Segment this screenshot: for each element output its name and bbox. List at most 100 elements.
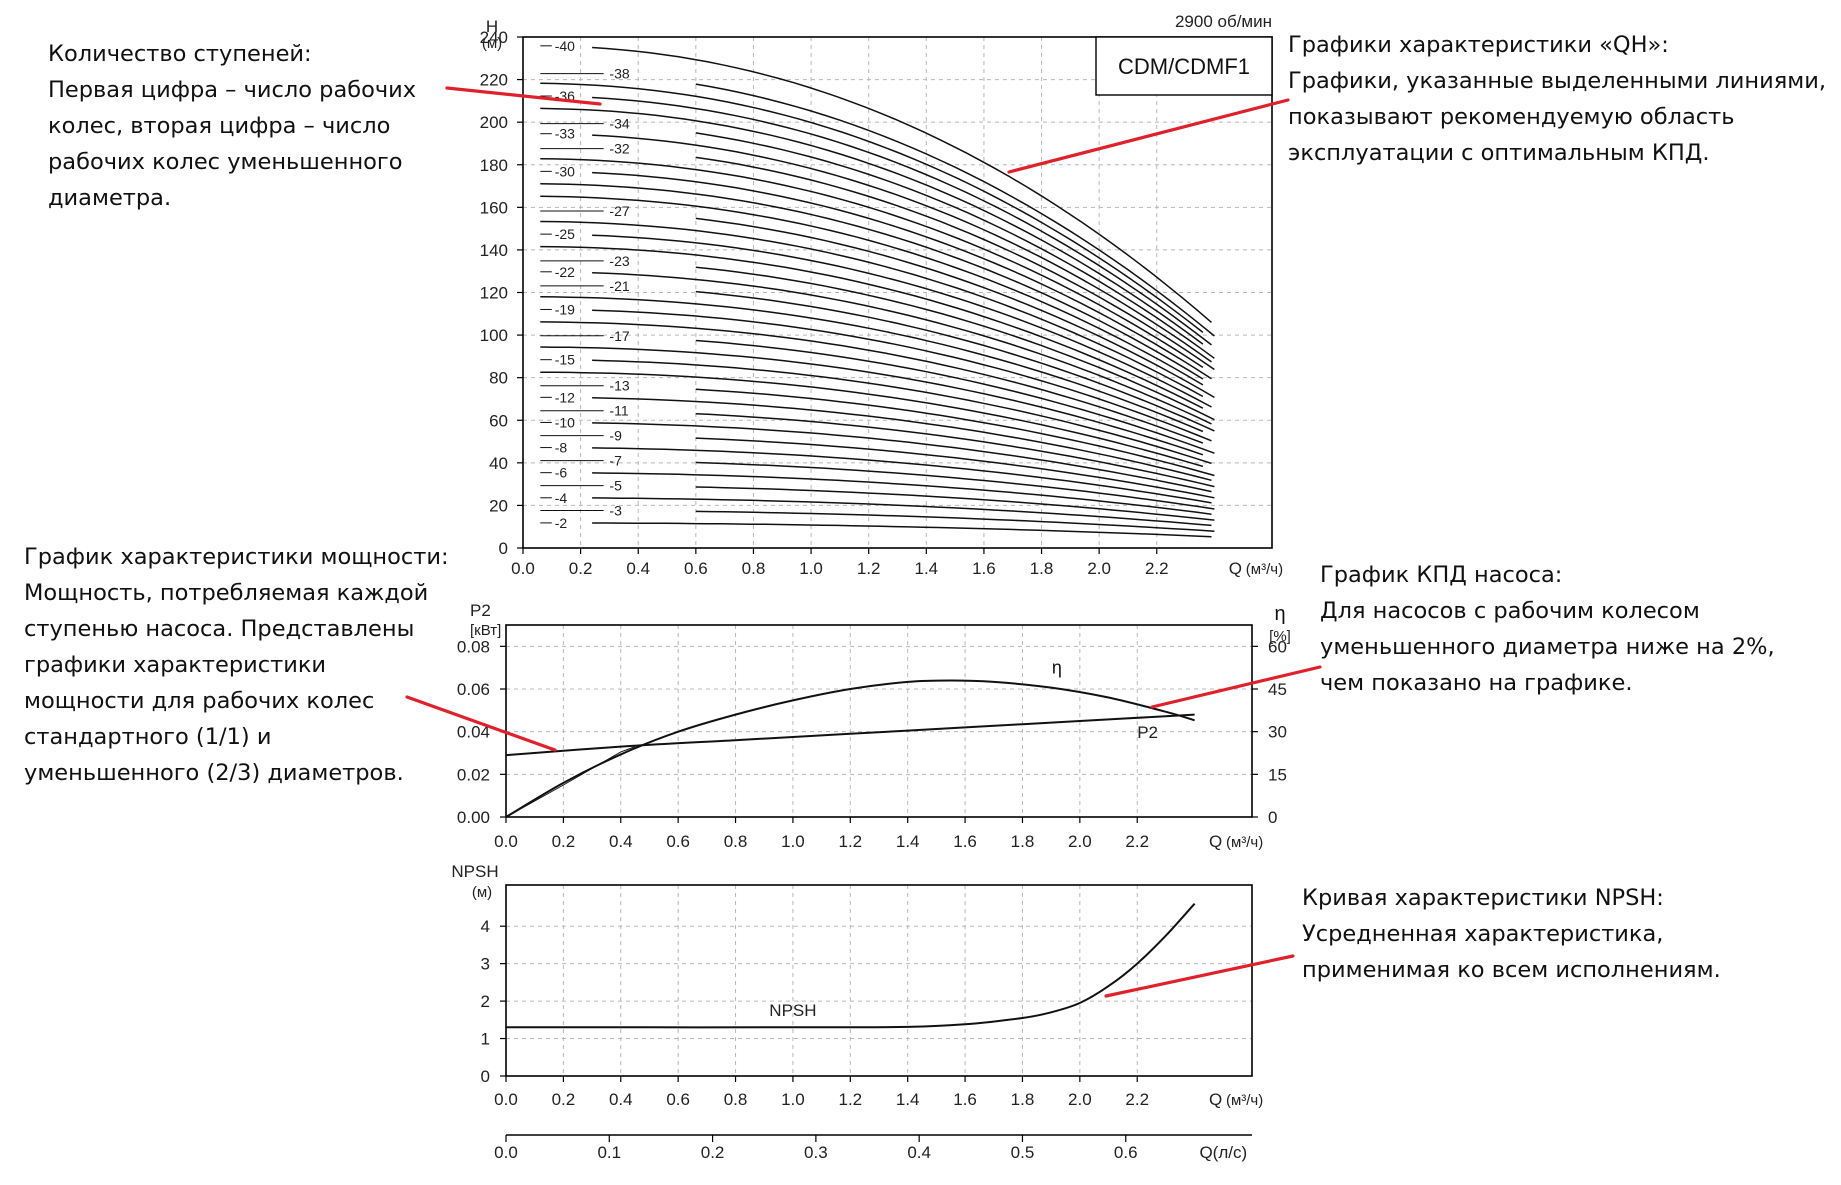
power-efficiency-chart: 0.0 0.2 0.4 0.6 0.8 1.0 1.2 1.4 1.6 1.8 2.0 2.2 0.00… [457,601,1291,851]
power-annotation-title: График характеристики мощности: [24,544,449,570]
qh-curve-23 [695,266,1215,421]
qh-title: CDM/CDMF1 [1118,54,1250,79]
power-y-tick-label: 0.02 [457,765,490,784]
qh-x-tick-label: 1.0 [799,559,823,578]
qh-y-tick-label: 240 [480,28,508,47]
npsh-ls-tick-label: 0.5 [1011,1143,1035,1162]
qh-curve-21 [695,290,1215,432]
qh-y-tick-label: 20 [489,496,508,515]
stages-annotation-line: диаметра. [48,185,172,211]
qh-annotation-line: показывают рекомендуемую область [1288,104,1735,130]
power-eta-y-tick-label: 0 [1268,808,1277,827]
qh-stage-label: -4 [555,490,568,506]
qh-x-tick-label: 2.2 [1145,559,1169,578]
npsh-ls-tick-label: 0.2 [701,1143,725,1162]
qh-x-tick-label: 2.0 [1087,559,1111,578]
npsh-y-tick-label: 1 [481,1030,490,1049]
qh-curve-17 [695,339,1215,454]
qh-annotation: Графики характеристики «QH»: Графики, ук… [1288,27,1826,171]
efficiency-annotation-title: График КПД насоса: [1320,562,1563,588]
npsh-y-axis-unit: (м) [472,884,492,901]
power-annotation-line: графики характеристики [24,652,327,678]
qh-curve-12 [592,397,1212,482]
power-x-tick-label: 0.0 [494,832,518,851]
qh-stage-label: -15 [555,352,575,368]
npsh-annotation-line: применимая ко всем исполнениям. [1302,957,1721,983]
power-x-tick-label: 1.8 [1011,832,1035,851]
power-eta-y-tick-label: 60 [1268,637,1287,656]
power-reduced-impeller-line [505,746,636,818]
npsh-x-tick-label: 0.6 [666,1090,690,1109]
power-x-tick-label: 0.2 [552,832,576,851]
qh-y-axis-unit: (м) [482,35,502,52]
qh-stage-label: -19 [555,301,575,317]
npsh-x-tick-label: 0.0 [494,1090,518,1109]
npsh-ls-tick-label: 0.1 [597,1143,621,1162]
npsh-x-tick-label: 0.2 [552,1090,576,1109]
npsh-annotation-line: Усредненная характеристика, [1302,921,1664,947]
qh-curve-36 [592,96,1212,346]
power-y-tick-label: 0.00 [457,808,490,827]
efficiency-series-label: η [1052,657,1062,677]
efficiency-annotation-line: уменьшенного диаметра ниже на 2%, [1320,634,1775,660]
power-eta-y-tick-label: 15 [1268,765,1287,784]
qh-curve-37 [540,82,1204,333]
qh-x-tick-label: 0.8 [742,559,766,578]
npsh-annotation-title: Кривая характеристики NPSH: [1302,885,1664,911]
npsh-ls-axis-label: Q(л/с) [1199,1143,1247,1162]
qh-x-tick-label: 0.6 [684,559,708,578]
qh-x-tick-label: 0.2 [569,559,593,578]
npsh-x-tick-label: 2.2 [1125,1090,1149,1109]
qh-x-tick-label: 0.0 [511,559,535,578]
npsh-y-tick-label: 4 [481,917,490,936]
npsh-x-tick-label: 0.8 [724,1090,748,1109]
qh-leader [1007,98,1290,174]
npsh-series-label: NPSH [769,1001,816,1020]
npsh-y-tick-label: 3 [481,955,490,974]
qh-curve-8 [592,447,1212,504]
qh-curve-9 [695,437,1215,499]
qh-stage-label: -10 [555,414,575,430]
power-y-axis-label: P2 [470,601,491,620]
qh-y-tick-label: 140 [480,241,508,260]
power-annotation-line: ступенью насоса. Представлены [24,616,415,642]
power-annotation: График характеристики мощности: Мощность… [24,539,449,791]
power-y2-axis-unit: [%] [1269,628,1291,645]
qh-curve-40 [592,46,1212,323]
npsh-x-tick-label: 1.6 [953,1090,977,1109]
power-annotation-line: стандартного (1/1) и [24,724,272,750]
npsh-annotation: Кривая характеристики NPSH: Усредненная … [1302,880,1721,988]
efficiency-annotation: График КПД насоса: Для насосов с рабочим… [1320,557,1775,701]
qh-stage-label: -11 [609,403,628,419]
qh-curve-3 [695,510,1215,533]
qh-curve-29 [540,183,1204,380]
qh-curve-30 [592,171,1212,380]
qh-curve-33 [592,134,1212,363]
power-series-label: P2 [1137,723,1158,742]
npsh-x-tick-label: 2.0 [1068,1090,1092,1109]
qh-stage-label: -27 [609,203,629,219]
qh-stage-label: -12 [555,389,575,405]
power-annotation-line: уменьшенного (2/3) диаметров. [24,760,404,786]
qh-curve-28 [540,195,1204,386]
qh-stage-label: -2 [555,515,568,531]
npsh-y-axis-label: NPSH [451,862,498,881]
qh-y-tick-label: 80 [489,369,508,388]
power-y-tick-label: 0.06 [457,680,490,699]
qh-curve-25 [592,234,1212,408]
qh-curve-19 [592,309,1212,442]
qh-x-tick-label: 1.6 [972,559,996,578]
qh-curve-14 [540,371,1204,468]
stages-annotation-line: колес, вторая цифра – число [48,113,391,139]
qh-stage-label: -21 [609,278,629,294]
qh-curve-38 [695,83,1215,337]
npsh-x-tick-label: 0.4 [609,1090,633,1109]
qh-stage-label: -32 [609,141,629,157]
npsh-x-tick-label: 1.0 [781,1090,805,1109]
power-leader [405,695,557,752]
qh-x-axis-label: Q [1229,559,1242,578]
qh-y-tick-label: 0 [499,539,508,558]
qh-annotation-title: Графики характеристики «QH»: [1288,32,1669,58]
